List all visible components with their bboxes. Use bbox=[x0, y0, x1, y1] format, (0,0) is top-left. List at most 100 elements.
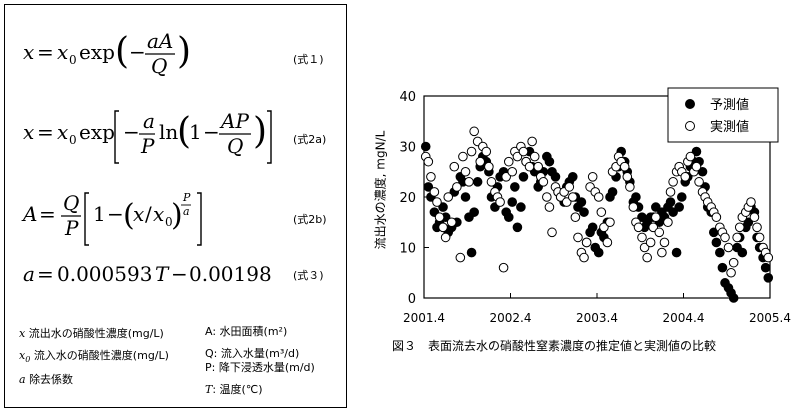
observed-point bbox=[668, 177, 678, 187]
observed-point bbox=[466, 146, 477, 157]
predicted-point bbox=[607, 187, 618, 197]
svg-text:1: 1 bbox=[189, 120, 202, 144]
x-tick-label: 2002.4 bbox=[490, 311, 532, 325]
observed-point bbox=[622, 172, 633, 182]
predicted-point bbox=[567, 172, 578, 182]
svg-text:(: ( bbox=[115, 31, 129, 72]
x-tick-label: 2001.4 bbox=[403, 311, 445, 325]
svg-text:−: − bbox=[123, 120, 140, 144]
observed-point bbox=[567, 192, 578, 202]
observed-point bbox=[723, 242, 734, 253]
svg-text:P: P bbox=[182, 191, 191, 204]
equation-3-label: (式３) bbox=[293, 269, 324, 282]
predicted-point bbox=[717, 262, 728, 273]
observed-point bbox=[547, 227, 557, 238]
observed-point bbox=[659, 237, 670, 248]
predicted-point bbox=[631, 192, 641, 202]
observed-point bbox=[507, 166, 518, 177]
observed-point bbox=[734, 222, 745, 233]
legend-term-Q: Q: 流入水量(m³/d) bbox=[205, 347, 300, 360]
observed-point bbox=[432, 197, 442, 207]
x-tick-label: 2003.4 bbox=[576, 311, 618, 325]
svg-text:a: a bbox=[23, 262, 35, 286]
observed-point bbox=[538, 177, 549, 187]
equation-box: x = x 0 exp ( − aA Q ) (式１) x = x 0 exp bbox=[4, 4, 347, 408]
observed-point bbox=[495, 197, 505, 207]
observed-point bbox=[726, 267, 736, 278]
svg-text:x: x bbox=[133, 202, 144, 226]
predicted-point bbox=[512, 222, 523, 233]
observed-point bbox=[628, 202, 639, 212]
observed-point bbox=[581, 237, 592, 248]
svg-text:1: 1 bbox=[93, 202, 106, 226]
observed-point bbox=[657, 247, 667, 258]
legend-term-P: P: 降下浸透水量(m/d) bbox=[205, 361, 315, 374]
predicted-point bbox=[576, 197, 587, 207]
observed-point bbox=[754, 232, 765, 243]
observed-point bbox=[651, 212, 661, 222]
observed-point bbox=[434, 212, 445, 222]
observed-point bbox=[561, 197, 572, 207]
predicted-point bbox=[544, 156, 555, 167]
observed-point bbox=[452, 182, 462, 192]
svg-text:−: − bbox=[129, 40, 146, 64]
observed-point bbox=[460, 166, 471, 177]
svg-text:a: a bbox=[183, 205, 190, 218]
svg-text:exp: exp bbox=[79, 120, 115, 144]
observed-point bbox=[455, 252, 466, 263]
observed-point bbox=[642, 252, 652, 263]
observed-point bbox=[469, 126, 479, 137]
observed-point bbox=[746, 197, 756, 207]
svg-text:a: a bbox=[143, 109, 155, 133]
svg-text:=: = bbox=[37, 120, 54, 144]
predicted-point bbox=[503, 212, 514, 222]
observed-point bbox=[529, 151, 540, 162]
y-tick-label: 40 bbox=[399, 90, 416, 105]
equation-2b-label: (式2b) bbox=[293, 213, 327, 226]
svg-text:0: 0 bbox=[69, 133, 77, 147]
observed-point bbox=[438, 222, 448, 233]
predicted-point bbox=[469, 207, 479, 217]
observed-point bbox=[564, 182, 575, 192]
observed-point bbox=[685, 151, 696, 162]
legend-term-A: A: 水田面積(m²) bbox=[205, 325, 288, 338]
svg-text:−: − bbox=[203, 120, 220, 144]
x-tick-label: 2005.4 bbox=[749, 311, 791, 325]
observed-point bbox=[464, 177, 474, 187]
svg-text:0: 0 bbox=[69, 53, 77, 67]
svg-text:Q: Q bbox=[151, 54, 167, 78]
legend-term-T: T: 温度(℃) bbox=[205, 383, 263, 396]
observed-point bbox=[503, 156, 514, 167]
observed-point bbox=[633, 222, 644, 233]
svg-text:aA: aA bbox=[147, 29, 173, 53]
predicted-point bbox=[691, 146, 702, 157]
svg-text:x: x bbox=[57, 40, 68, 64]
equation-2a: x = x 0 exp − a P ln ( 1 − AP Q ) bbox=[23, 105, 293, 170]
observed-point bbox=[732, 232, 742, 243]
y-tick-label: 10 bbox=[399, 242, 416, 257]
observed-point bbox=[449, 161, 460, 172]
predicted-point bbox=[651, 202, 661, 212]
equation-3: a = 0.000593 T − 0.00198 bbox=[23, 257, 283, 296]
x-tick-label: 2004.4 bbox=[663, 311, 705, 325]
equation-2a-label: (式2a) bbox=[293, 133, 327, 146]
predicted-point bbox=[516, 202, 526, 212]
observed-point bbox=[446, 217, 457, 228]
observed-point bbox=[596, 207, 607, 217]
observed-point bbox=[648, 222, 659, 233]
predicted-point bbox=[760, 262, 771, 273]
observed-point bbox=[763, 252, 774, 263]
svg-text:(: ( bbox=[123, 198, 135, 233]
observed-point bbox=[533, 161, 543, 172]
observed-point bbox=[458, 151, 468, 162]
svg-text:−: − bbox=[171, 262, 188, 286]
observed-point bbox=[423, 156, 434, 167]
svg-text:(: ( bbox=[177, 111, 191, 152]
observed-point bbox=[498, 262, 509, 273]
svg-text:=: = bbox=[37, 262, 54, 286]
equation-1-label: (式１) bbox=[293, 53, 324, 66]
observed-point bbox=[573, 232, 583, 243]
predicted-point bbox=[743, 217, 754, 228]
observed-point bbox=[527, 136, 537, 147]
